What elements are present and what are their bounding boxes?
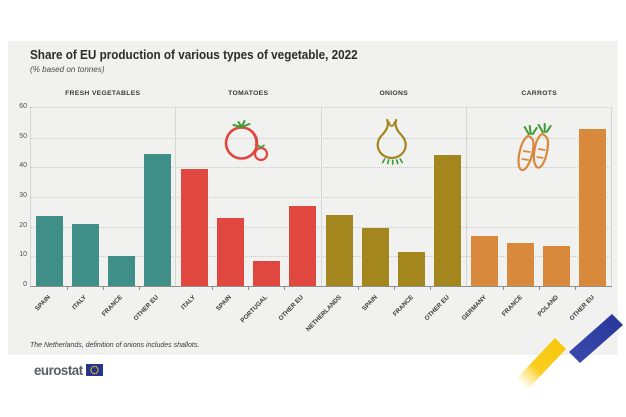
onion-icon (368, 115, 414, 170)
bar-fresh-vegetables-spain (35, 216, 63, 286)
y-axis-tick-label: 40 (19, 162, 27, 170)
y-axis-tick-label: 20 (19, 221, 27, 229)
carrot-icon (514, 115, 560, 182)
y-axis-tick-label: 30 (19, 192, 27, 199)
y-axis-tick-label: 50 (19, 132, 27, 140)
bar-tomatoes-spain (216, 217, 244, 286)
eurostat-logo-text: eurostat (34, 362, 83, 378)
bar-fresh-vegetables-other-eu (143, 153, 171, 286)
bar-chart: SPAIN ITALY FRANCE OTHER EU ITALY SPAIN PORTUG… (30, 107, 612, 333)
page-title: Share of EU production of various types … (30, 47, 358, 62)
bar-onions-other-eu (434, 155, 462, 286)
chart-panel-onions: NETHERLANDS SPAIN FRANCE OTHER EU (304, 108, 466, 333)
x-axis-tick (574, 286, 576, 290)
bar-carrots-france (507, 242, 535, 286)
panel-title-carrots: CARROTS (521, 90, 558, 97)
panel-headers: FRESH VEGETABLES TOMATOES ONIONS CARROTS (30, 90, 612, 97)
bar-onions-netherlands (326, 214, 354, 286)
bar-carrots-poland (543, 245, 571, 286)
x-axis-tick (538, 286, 540, 290)
x-axis-tick (429, 286, 431, 290)
bar-tomatoes-italy (180, 168, 208, 286)
y-axis-tick-label: 0 (23, 281, 27, 288)
x-axis-tick (248, 286, 250, 290)
panel-title-fresh-vegetables: FRESH VEGETABLES (65, 90, 141, 97)
bar-carrots-germany (471, 235, 499, 286)
y-axis-tick-label: 60 (19, 103, 27, 110)
bar-tomatoes-other-eu (288, 205, 316, 286)
chart-panel-tomatoes: ITALY SPAIN PORTUGAL OTHER EU (175, 108, 320, 324)
bar-fresh-vegetables-france (107, 256, 135, 286)
panel-title-tomatoes: TOMATOES (228, 90, 269, 97)
y-axis-tick-label: 10 (19, 251, 27, 259)
x-axis-tick (502, 286, 504, 290)
chart-panel-fresh-vegetables: SPAIN ITALY FRANCE OTHER EU (30, 108, 175, 322)
tomato-icon (221, 115, 271, 168)
x-axis-tick (393, 286, 395, 290)
x-axis-tick (139, 286, 141, 290)
chart-card (8, 41, 618, 355)
footnote: The Netherlands, definition of onions in… (30, 342, 200, 349)
bar-tomatoes-portugal (252, 260, 280, 286)
bar-onions-spain (362, 228, 390, 286)
chart-panel-carrots: GERMANY FRANCE POLAND OTHER EU (460, 108, 612, 322)
x-axis-tick (67, 286, 69, 290)
bar-fresh-vegetables-italy (71, 223, 99, 286)
panel-title-onions: ONIONS (379, 90, 409, 97)
eurostat-logo: eurostat (34, 362, 104, 378)
eu-flag-icon (86, 364, 104, 376)
y-axis: 0 10 20 30 40 50 60 (4, 103, 27, 288)
eurostat-ribbon-graphic (505, 312, 626, 404)
x-axis-tick (103, 286, 105, 290)
x-axis-tick (212, 286, 214, 290)
bar-onions-france (398, 251, 426, 286)
x-axis-tick (357, 286, 359, 290)
x-axis-tick (284, 286, 286, 290)
page-subtitle: (% based on tonnes) (30, 64, 105, 74)
bar-carrots-other-eu (579, 128, 607, 286)
